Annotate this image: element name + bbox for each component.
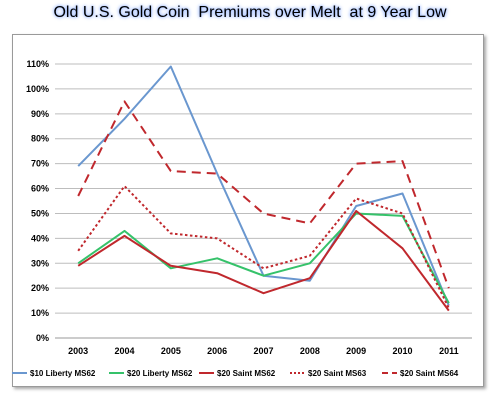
data-point — [124, 230, 126, 232]
data-point — [124, 235, 126, 237]
data-point — [216, 272, 218, 274]
data-point — [216, 257, 218, 259]
x-tick-label: 2007 — [253, 346, 273, 356]
data-point — [402, 212, 404, 214]
data-point — [448, 310, 450, 312]
data-point — [77, 250, 79, 252]
data-point — [309, 262, 311, 264]
data-point — [216, 237, 218, 239]
data-point — [263, 267, 265, 269]
data-point — [263, 275, 265, 277]
y-tick-label: 100% — [26, 84, 49, 94]
x-tick-label: 2003 — [68, 346, 88, 356]
x-tick-label: 2008 — [300, 346, 320, 356]
data-point — [402, 247, 404, 249]
data-point — [263, 212, 265, 214]
y-tick-label: 20% — [31, 283, 49, 293]
legend-label: $20 Saint MS62 — [217, 369, 276, 378]
x-tick-label: 2004 — [114, 346, 134, 356]
data-point — [355, 210, 357, 212]
data-point — [77, 165, 79, 167]
data-point — [309, 222, 311, 224]
series-line — [77, 100, 450, 289]
data-point — [77, 195, 79, 197]
data-point — [216, 173, 218, 175]
legend-label: $10 Liberty MS62 — [30, 369, 96, 378]
series-line — [77, 65, 450, 306]
series-line — [77, 210, 450, 312]
data-point — [170, 267, 172, 269]
data-point — [355, 205, 357, 207]
x-tick-label: 2010 — [392, 346, 412, 356]
series-line — [77, 185, 450, 309]
x-tick-label: 2009 — [346, 346, 366, 356]
data-point — [309, 277, 311, 279]
data-point — [77, 265, 79, 267]
y-tick-label: 70% — [31, 159, 49, 169]
y-tick-label: 90% — [31, 109, 49, 119]
legend-label: $20 Liberty MS62 — [127, 369, 193, 378]
y-tick-label: 40% — [31, 233, 49, 243]
data-point — [355, 163, 357, 165]
y-tick-label: 60% — [31, 184, 49, 194]
series-line — [77, 212, 450, 304]
data-point — [309, 280, 311, 282]
data-point — [170, 65, 172, 67]
y-tick-label: 0% — [36, 333, 49, 343]
data-point — [170, 265, 172, 267]
chart-title: Old U.S. Gold Coin Premiums over Melt at… — [53, 4, 447, 21]
x-tick-label: 2005 — [161, 346, 181, 356]
y-tick-label: 10% — [31, 308, 49, 318]
data-point — [124, 185, 126, 187]
data-point — [448, 287, 450, 289]
data-point — [170, 170, 172, 172]
y-tick-label: 50% — [31, 208, 49, 218]
data-point — [170, 232, 172, 234]
data-point — [448, 302, 450, 304]
data-point — [124, 118, 126, 120]
legend-label: $20 Saint MS63 — [308, 369, 367, 378]
data-point — [77, 262, 79, 264]
data-point — [402, 193, 404, 195]
x-tick-label: 2011 — [439, 346, 459, 356]
y-tick-label: 30% — [31, 258, 49, 268]
data-point — [402, 160, 404, 162]
data-point — [124, 100, 126, 102]
y-tick-label: 110% — [26, 59, 49, 69]
data-point — [263, 292, 265, 294]
chart-frame — [12, 34, 484, 387]
y-tick-label: 80% — [31, 134, 49, 144]
legend-label: $20 Saint MS64 — [400, 369, 459, 378]
x-tick-label: 2006 — [207, 346, 227, 356]
data-point — [355, 198, 357, 200]
data-point — [309, 255, 311, 257]
data-point — [448, 307, 450, 309]
